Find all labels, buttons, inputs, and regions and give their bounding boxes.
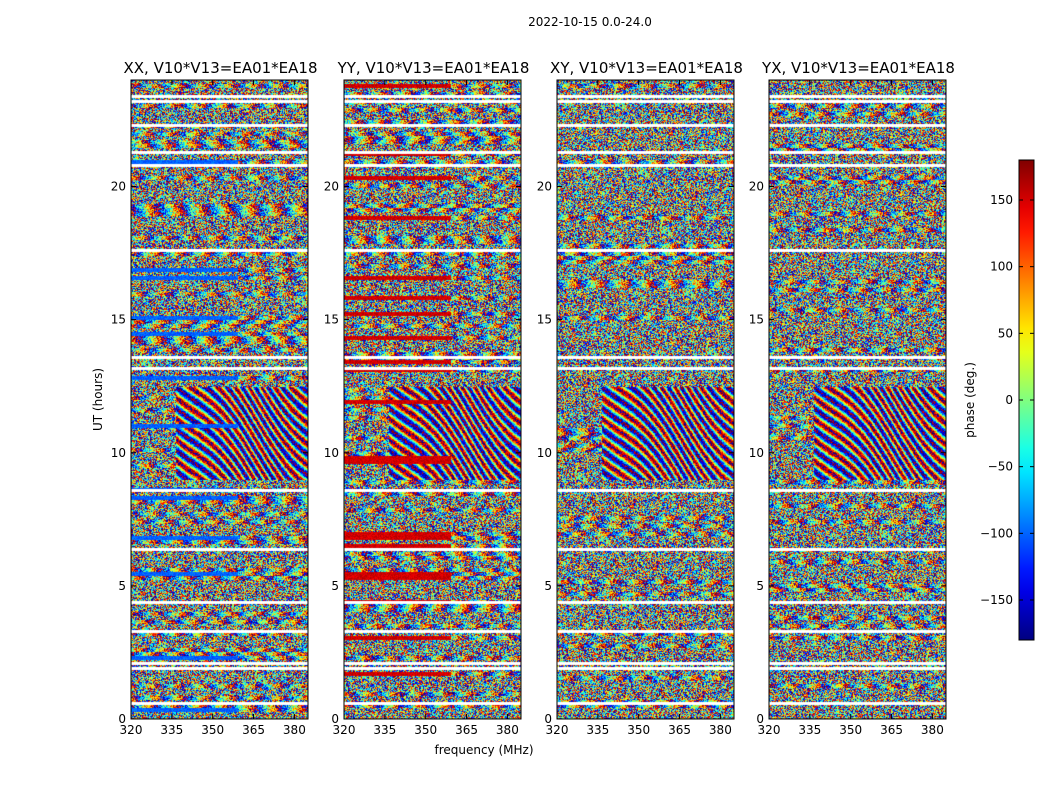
heatmap-image-2 [557,80,734,719]
ytick-label-2-1: 5 [544,579,552,593]
ytick-label-1-4: 20 [324,180,339,194]
ytick-label-0-2: 10 [111,446,126,460]
figure-title: 2022-10-15 0.0-24.0 [528,15,652,29]
cbar-tick-label-1: 100 [990,260,1013,274]
axes-frame-1 [343,79,522,720]
ytick-label-0-4: 20 [111,180,126,194]
cbar-tick-label-0: 150 [990,193,1013,207]
ytick-label-1-0: 0 [331,712,339,726]
colorbar-label: phase (deg.) [963,362,977,438]
xtick-label-1-1: 335 [373,723,396,737]
ytick-label-2-0: 0 [544,712,552,726]
panel-title-3: YX, V10*V13=EA01*EA18 [761,59,955,77]
cbar-tick-label-4: −50 [988,460,1013,474]
xtick-label-2-3: 365 [668,723,691,737]
axes-frame-2 [556,79,735,720]
panel-0: XX, V10*V13=EA01*EA18 320 335 350 365 380 0 5 10… [91,59,318,737]
panel-title-2: XY, V10*V13=EA01*EA18 [550,59,743,77]
ytick-label-0-3: 15 [111,313,126,327]
xtick-label-1-2: 350 [414,723,437,737]
panel-3: YX, V10*V13=EA01*EA18 320 335 350 365 380 0 5 10… [749,59,955,737]
heatmap-image-1 [344,80,521,719]
ytick-label-1-3: 15 [324,313,339,327]
cbar-tick-label-3: 0 [1005,393,1013,407]
xtick-label-3-3: 365 [880,723,903,737]
ytick-label-0-1: 5 [118,579,126,593]
xtick-label-0-2: 350 [201,723,224,737]
xtick-label-3-2: 350 [839,723,862,737]
x-axis-label: frequency (MHz) [434,743,533,757]
ytick-label-3-0: 0 [756,712,764,726]
cbar-tick-label-5: −100 [980,526,1013,540]
axes-frame-3 [768,79,947,720]
xtick-label-0-0: 320 [120,723,143,737]
xtick-label-3-0: 320 [758,723,781,737]
ytick-label-2-3: 15 [537,313,552,327]
xtick-label-0-1: 335 [160,723,183,737]
ytick-label-0-0: 0 [118,712,126,726]
xtick-label-1-0: 320 [333,723,356,737]
y-axis-label: UT (hours) [91,368,105,431]
ytick-label-1-2: 10 [324,446,339,460]
panels-group: XX, V10*V13=EA01*EA18 320 335 350 365 380 0 5 10… [91,59,955,757]
heatmap-image-0 [131,80,308,719]
ytick-label-2-4: 20 [537,180,552,194]
xtick-label-3-1: 335 [798,723,821,737]
xtick-label-1-3: 365 [455,723,478,737]
xtick-label-3-4: 380 [921,723,944,737]
panel-title-1: YY, V10*V13=EA01*EA18 [337,59,530,77]
panel-2: XY, V10*V13=EA01*EA18 320 335 350 365 380 0 5 10… [537,59,743,737]
ytick-label-3-4: 20 [749,180,764,194]
cbar-tick-label-2: 50 [998,326,1013,340]
xtick-label-0-3: 365 [242,723,265,737]
heatmap-image-3 [769,80,946,719]
ytick-label-2-2: 10 [537,446,552,460]
cbar-tick-label-6: −150 [980,593,1013,607]
xtick-label-2-1: 335 [586,723,609,737]
ytick-label-3-3: 15 [749,313,764,327]
ytick-label-3-2: 10 [749,446,764,460]
panel-title-0: XX, V10*V13=EA01*EA18 [123,59,317,77]
xtick-label-0-4: 380 [283,723,306,737]
xtick-label-2-2: 350 [627,723,650,737]
ytick-label-1-1: 5 [331,579,339,593]
axes-frame-0 [130,79,309,720]
xtick-label-1-4: 380 [496,723,519,737]
ytick-label-3-1: 5 [756,579,764,593]
xtick-label-2-0: 320 [546,723,569,737]
panel-1: YY, V10*V13=EA01*EA18 320 335 350 365 380 0 5 10… [324,59,534,757]
xtick-label-2-4: 380 [709,723,732,737]
colorbar: 150 100 50 0 −50 −100 −150 phase (deg.) [963,159,1035,641]
